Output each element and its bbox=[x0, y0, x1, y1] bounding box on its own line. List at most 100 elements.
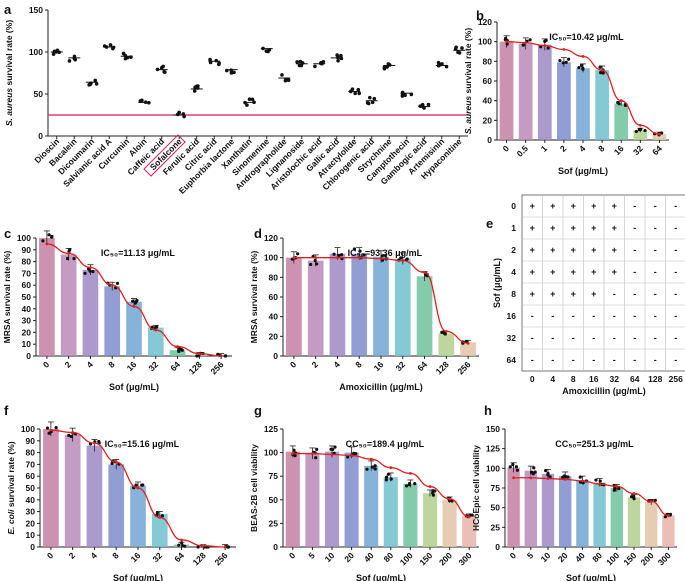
bar bbox=[82, 269, 99, 356]
y-tick-label: 30 bbox=[22, 316, 32, 326]
x-tick-label: 32 bbox=[150, 550, 164, 564]
y-tick-label: 75 bbox=[491, 483, 501, 493]
column-label: 256 bbox=[669, 374, 683, 384]
bar bbox=[422, 493, 438, 547]
x-tick-label: 64 bbox=[415, 359, 429, 373]
bar bbox=[576, 68, 590, 140]
y-tick-label: 100 bbox=[486, 463, 500, 473]
fit-point bbox=[330, 453, 334, 456]
data-point bbox=[372, 96, 377, 101]
y-tick-label: 10 bbox=[26, 530, 36, 540]
data-point bbox=[386, 472, 390, 476]
y-tick-label: 50 bbox=[269, 495, 279, 505]
panel-letter: f bbox=[4, 403, 9, 418]
y-tick-label: 0 bbox=[30, 542, 35, 552]
table-cell: - bbox=[592, 355, 595, 365]
data-point bbox=[598, 70, 603, 75]
data-point bbox=[108, 43, 113, 47]
data-point bbox=[460, 46, 464, 50]
data-point bbox=[346, 455, 350, 459]
table-cell: - bbox=[592, 311, 595, 321]
data-point bbox=[407, 482, 412, 486]
x-axis-title: Amoxicillin (μg/mL) bbox=[562, 386, 646, 396]
x-tick-label: 100 bbox=[604, 550, 621, 567]
data-point bbox=[72, 257, 76, 261]
column-label: 128 bbox=[648, 374, 662, 384]
data-point bbox=[601, 71, 605, 75]
fit-point bbox=[197, 352, 201, 356]
data-point bbox=[370, 100, 375, 105]
table-cell: + bbox=[571, 201, 576, 211]
fit-point bbox=[632, 492, 636, 495]
data-point bbox=[548, 475, 552, 479]
x-tick-label: 2 bbox=[67, 550, 78, 561]
data-point bbox=[72, 54, 77, 59]
data-point bbox=[45, 426, 50, 430]
x-tick-label: 40 bbox=[573, 550, 587, 564]
data-point bbox=[365, 101, 370, 105]
y-tick-label: 0 bbox=[495, 542, 500, 552]
table-cell: - bbox=[674, 355, 677, 365]
x-axis-title: Sof (μg/mL) bbox=[113, 573, 163, 581]
data-point bbox=[41, 239, 45, 243]
data-point bbox=[298, 59, 303, 64]
data-point bbox=[380, 254, 384, 258]
bar bbox=[39, 238, 55, 356]
y-axis-title: HCoEpic cell viability bbox=[471, 445, 481, 531]
data-point bbox=[521, 43, 525, 47]
x-tick-label: 0 bbox=[501, 143, 512, 154]
data-point bbox=[528, 38, 532, 42]
data-point bbox=[454, 45, 458, 50]
table-cell: - bbox=[633, 245, 636, 255]
table-cell: - bbox=[654, 267, 657, 277]
bar bbox=[576, 480, 589, 547]
row-label: 4 bbox=[511, 267, 516, 277]
data-point bbox=[543, 39, 547, 43]
data-point bbox=[177, 349, 181, 353]
y-tick-label: 60 bbox=[269, 292, 279, 302]
fit-point bbox=[49, 428, 53, 432]
data-point bbox=[389, 477, 393, 481]
table-cell: - bbox=[633, 289, 636, 299]
fit-point bbox=[512, 476, 515, 480]
x-tick-label: 64 bbox=[172, 550, 186, 564]
data-point bbox=[250, 97, 255, 102]
data-point bbox=[598, 479, 602, 483]
data-point bbox=[93, 78, 98, 83]
bar bbox=[383, 477, 398, 547]
data-point bbox=[426, 102, 431, 107]
y-tick-label: 90 bbox=[26, 436, 36, 446]
data-point bbox=[529, 470, 534, 474]
data-point bbox=[352, 247, 357, 251]
table-cell: - bbox=[531, 311, 534, 321]
table-cell: - bbox=[654, 289, 657, 299]
bar bbox=[524, 470, 537, 547]
data-point bbox=[180, 541, 184, 545]
data-point bbox=[140, 98, 144, 103]
y-tick-label: 100 bbox=[478, 37, 492, 47]
bar bbox=[627, 497, 641, 547]
data-point bbox=[216, 352, 220, 356]
data-point bbox=[544, 469, 548, 473]
bar bbox=[559, 476, 572, 547]
y-tick-label: 50 bbox=[34, 89, 44, 99]
bar bbox=[462, 515, 477, 547]
x-tick-label: 80 bbox=[381, 550, 395, 564]
fit-point bbox=[444, 330, 448, 333]
data-point bbox=[65, 256, 70, 261]
data-point bbox=[578, 475, 582, 479]
data-point bbox=[195, 84, 199, 88]
table-cell: - bbox=[551, 333, 554, 343]
bar bbox=[518, 43, 533, 141]
x-tick-label: 0 bbox=[41, 359, 52, 370]
data-point bbox=[196, 545, 200, 549]
bar bbox=[169, 350, 186, 356]
bar bbox=[460, 342, 476, 356]
fit-point bbox=[409, 471, 412, 475]
x-tick-label: 100 bbox=[398, 550, 415, 567]
x-tick-label: 32 bbox=[393, 359, 407, 373]
fit-point bbox=[45, 242, 49, 246]
x-tick-label: 128 bbox=[191, 550, 208, 567]
table-cell: - bbox=[613, 355, 616, 365]
